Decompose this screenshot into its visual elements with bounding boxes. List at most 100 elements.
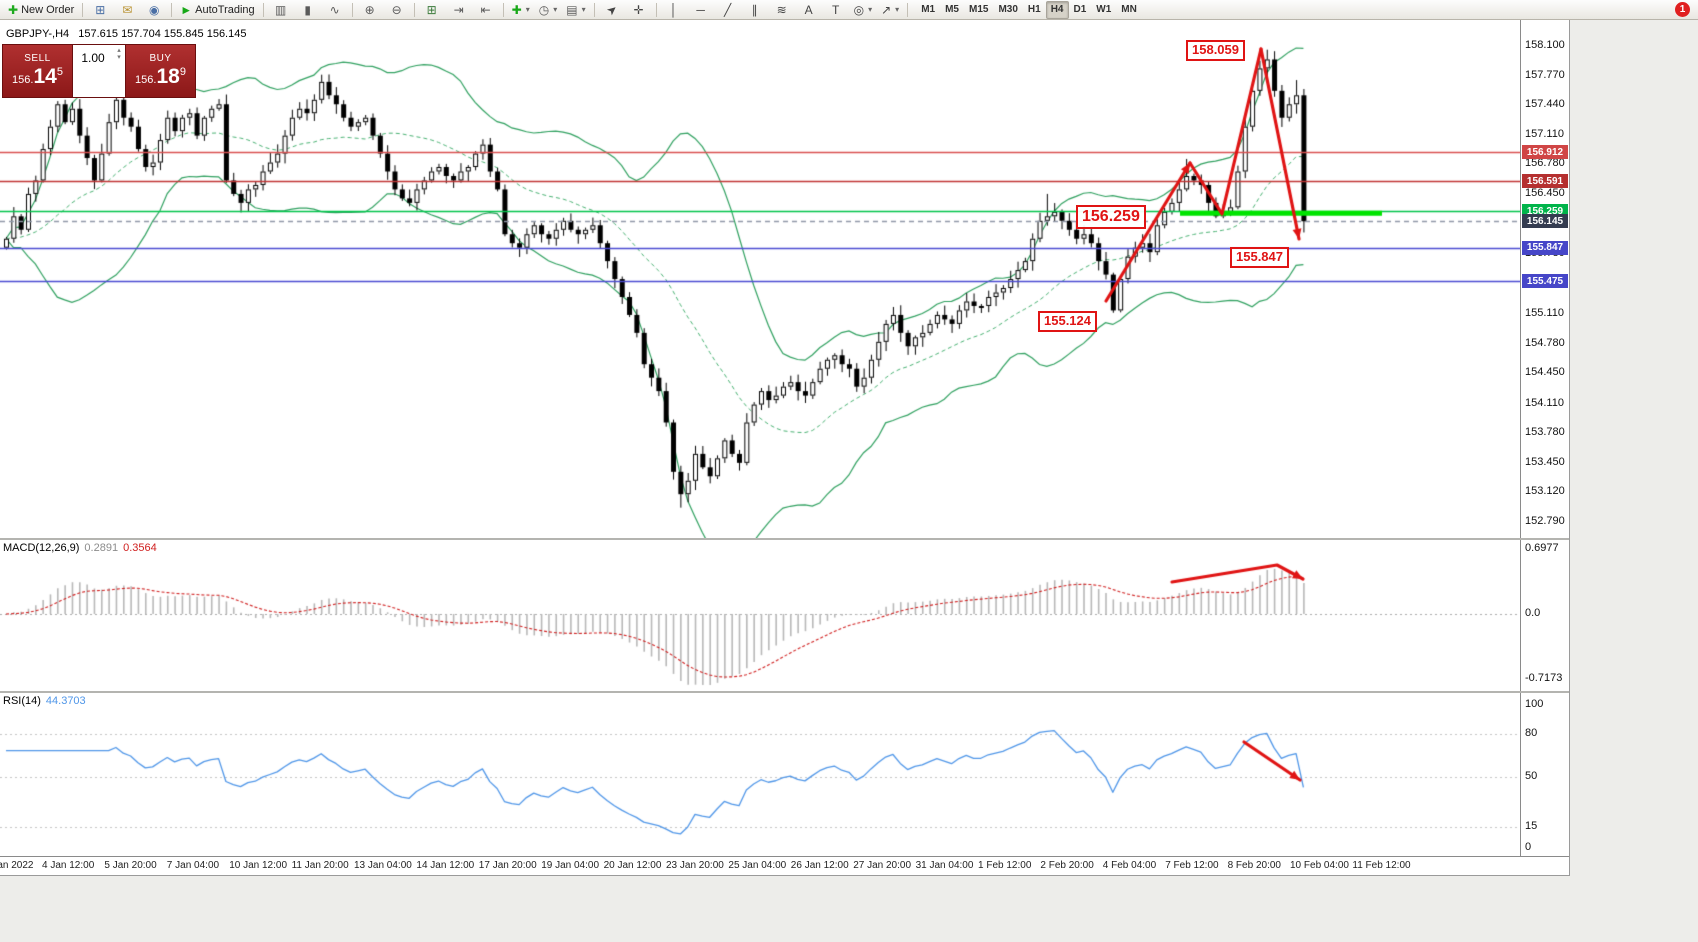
price-scale-label: 158.100 [1525,39,1565,51]
label-icon[interactable]: T [823,0,849,19]
crosshair-icon[interactable]: ✛ [626,0,652,19]
zoom-out-icon[interactable]: ⊖ [384,0,410,19]
tile-windows-icon[interactable]: ⊞ [419,0,445,19]
timeframe-m5[interactable]: M5 [945,3,959,15]
time-axis-label: 1 Feb 12:00 [978,860,1032,871]
tile-windows-icon-glyph: ⊞ [426,2,437,17]
buy-button[interactable]: BUY 156.189 [126,45,195,97]
label-icon-glyph: T [831,2,840,17]
vertical-line-icon[interactable]: │ [661,0,687,19]
subwindow-separator[interactable] [0,538,1569,540]
price-chart-canvas[interactable] [0,20,1520,538]
chart-shift-icon[interactable]: ⇤ [473,0,499,19]
price-scale-label: 157.110 [1525,127,1564,140]
fibonacci-icon[interactable]: ≋ [769,0,795,19]
zoom-in-icon[interactable]: ⊕ [357,0,383,19]
price-annotation-155-124[interactable]: 155.124 [1038,311,1097,332]
trendline-icon[interactable]: ╱ [715,0,741,19]
price-annotation-156-259[interactable]: 156.259 [1076,205,1146,230]
autotrading-button[interactable]: ► AutoTrading [176,0,258,19]
price-annotation-155-847[interactable]: 155.847 [1230,247,1289,268]
time-scale[interactable]: 3 Jan 2022 4 Jan 12:00 5 Jan 20:00 7 Jan 04… [0,856,1569,875]
trendline-icon-glyph: ╱ [723,2,732,17]
arrows-icon-glyph: ↗ [881,2,892,17]
chart-header: GBPJPY-,H4 157.615 157.704 155.845 156.1… [6,28,252,40]
new-order-button[interactable]: ✚ New Order [4,0,78,19]
mail-icon[interactable]: ✉ [114,0,140,19]
time-axis-label: 31 Jan 04:00 [915,860,974,871]
macd-chart-canvas[interactable] [0,540,1520,691]
price-annotation-158-059[interactable]: 158.059 [1186,40,1245,61]
timeframe-m30[interactable]: M30 [998,3,1018,15]
subwindow-separator[interactable] [0,691,1569,693]
text-icon[interactable]: A [796,0,822,19]
timeframe-w1[interactable]: W1 [1096,3,1112,15]
text-icon-glyph: A [804,2,813,17]
price-scale[interactable]: 158.100 157.770 157.440 157.110 156.780 156.4… [1520,20,1569,856]
mail-icon-glyph: ✉ [122,2,133,17]
bar-chart-icon[interactable]: ▥ [268,0,294,19]
arrows-icon[interactable]: ↗ ▾ [877,0,903,19]
toolbar-separator [502,2,504,17]
time-axis-label: 7 Feb 12:00 [1165,860,1219,871]
rsi-indicator-label: RSI(14) 44.3703 [3,695,86,707]
periods-button-dropdown[interactable]: ▾ [553,5,558,14]
line-chart-icon[interactable]: ∿ [322,0,348,19]
volume-input[interactable] [73,48,113,68]
time-axis-label: 19 Jan 04:00 [541,860,600,871]
rsi-chart-canvas[interactable] [0,693,1520,856]
chart-windows-icon[interactable]: ⊞ [87,0,113,19]
market-watch-icon-glyph: ◉ [149,2,160,17]
price-scale-label: 154.780 [1525,336,1565,349]
arrows-icon-dropdown[interactable]: ▾ [895,5,900,14]
price-scale-label: 153.780 [1525,426,1565,439]
price-scale-label: 157.440 [1525,98,1565,111]
chart-window: GBPJPY-,H4 157.615 157.704 155.845 156.1… [0,20,1570,875]
auto-scroll-icon[interactable]: ⇥ [446,0,472,19]
line-chart-icon-glyph: ∿ [329,2,340,17]
time-axis-label: 27 Jan 20:00 [853,860,912,871]
cursor-icon[interactable]: ➤ [599,0,625,19]
timeframe-h4[interactable]: H4 [1045,0,1069,19]
shapes-icon-dropdown[interactable]: ▾ [868,5,873,14]
chart-plot-area[interactable]: GBPJPY-,H4 157.615 157.704 155.845 156.1… [0,20,1520,856]
timeframe-m1[interactable]: M1 [921,3,936,15]
volume-down-button[interactable]: ▾ [117,54,121,61]
crosshair-icon-glyph: ✛ [633,2,644,17]
templates-glyph: ▤ [566,2,578,17]
templates-button[interactable]: ▤ ▾ [562,0,589,19]
fibonacci-icon-glyph: ≋ [776,2,787,17]
shapes-icon[interactable]: ◎ ▾ [850,0,877,19]
channel-icon[interactable]: ∥ [742,0,768,19]
time-axis-label: 2 Feb 20:00 [1040,860,1094,871]
market-watch-icon[interactable]: ◉ [141,0,167,19]
horizontal-line-icon[interactable]: ─ [688,0,714,19]
periods-glyph: ◷ [538,2,550,17]
templates-button-dropdown[interactable]: ▾ [581,5,586,14]
timeframe-switcher: M1 M5 M15 M30 H1 H4 D1 W1 MN [916,0,1142,19]
timeframe-mn[interactable]: MN [1121,3,1137,15]
time-axis-label: 7 Jan 04:00 [166,860,220,871]
timeframe-h1[interactable]: H1 [1027,3,1041,15]
price-scale-label: 155.110 [1525,307,1564,320]
zoom-out-icon-glyph: ⊖ [391,2,402,17]
candlestick-chart-icon[interactable]: ▮ [295,0,321,19]
indicators-button-dropdown[interactable]: ▾ [525,5,530,14]
window-bottom-area [0,875,1570,942]
timeframe-d1[interactable]: D1 [1073,3,1087,15]
price-level-badge: 156.912 [1522,145,1568,160]
periods-button[interactable]: ◷ ▾ [535,0,562,19]
timeframe-m15[interactable]: M15 [969,3,989,15]
sell-button[interactable]: SELL 156.145 [3,45,72,97]
price-level-badge: 156.591 [1522,174,1568,189]
volume-up-button[interactable]: ▴ [117,47,121,54]
autotrading-button-label: AutoTrading [195,3,255,16]
toolbar-separator [413,2,415,17]
indicators-button[interactable]: ✚ ▾ [508,0,534,19]
indicators-glyph: ✚ [511,2,522,17]
price-level-badge: 156.145 [1522,214,1568,229]
vertical-line-icon-glyph: │ [669,2,678,17]
buy-label: BUY [149,53,172,64]
time-axis-label: 3 Jan 2022 [0,860,34,871]
notification-badge[interactable]: 1 [1675,2,1690,17]
